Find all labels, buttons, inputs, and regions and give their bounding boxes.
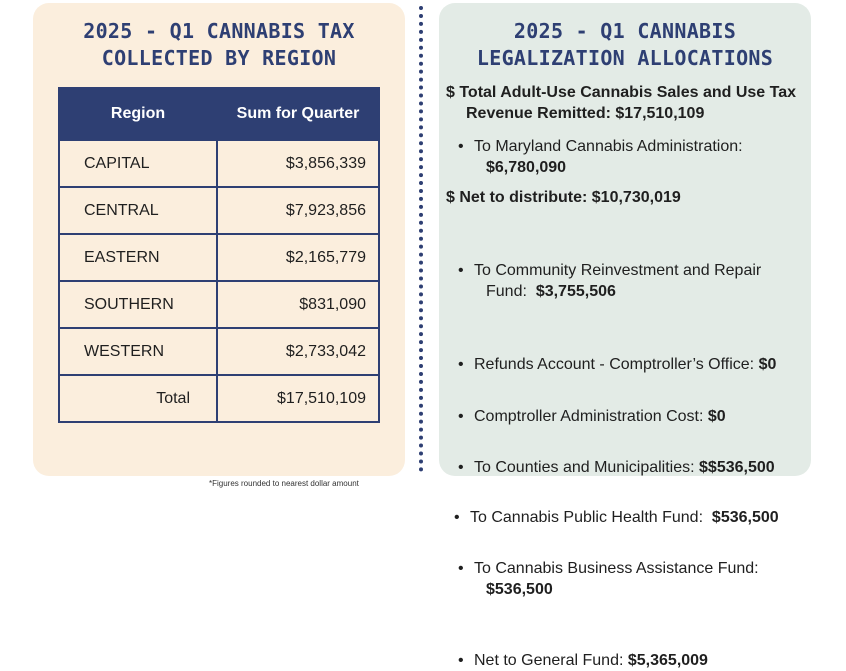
table-row: WESTERN $2,733,042 xyxy=(58,327,380,376)
list-item: • Refunds Account - Comptroller’s Office… xyxy=(458,356,777,373)
amount-cell: $831,090 xyxy=(216,280,380,329)
region-cell: SOUTHERN xyxy=(58,280,218,329)
amount-cell: $7,923,856 xyxy=(216,186,380,235)
list-item: • To Community Reinvestment and Repair F… xyxy=(458,262,762,300)
region-cell: CAPITAL xyxy=(58,139,218,188)
dotted-divider xyxy=(419,6,423,472)
footnote: *Figures rounded to nearest dollar amoun… xyxy=(209,479,359,488)
bullet-icon: • xyxy=(458,356,464,373)
column-header-sum: Sum for Quarter xyxy=(216,87,380,141)
tax-by-region-title: 2025 - Q1 CANNABIS TAX COLLECTED BY REGI… xyxy=(83,19,355,70)
allocations-panel: 2025 - Q1 CANNABIS LEGALIZATION ALLOCATI… xyxy=(439,3,811,669)
list-item: • Net to General Fund: $5,365,009 xyxy=(458,652,708,669)
list-item: • To Cannabis Public Health Fund: $536,5… xyxy=(454,509,779,526)
table-row: CAPITAL $3,856,339 xyxy=(58,139,380,188)
list-item: • Comptroller Administration Cost: $0 xyxy=(458,408,726,425)
bullet-icon: • xyxy=(458,262,464,279)
total-remitted-line: $ Total Adult-Use Cannabis Sales and Use… xyxy=(446,84,797,122)
allocations-list: $ Total Adult-Use Cannabis Sales and Use… xyxy=(446,82,810,669)
region-cell: EASTERN xyxy=(58,233,218,282)
table-total-row: Total $17,510,109 xyxy=(58,374,380,423)
bullet-icon: • xyxy=(454,509,460,526)
table-row: CENTRAL $7,923,856 xyxy=(58,186,380,235)
tax-by-region-table: Region Sum for Quarter CAPITAL $3,856,33… xyxy=(58,87,380,423)
bullet-icon: • xyxy=(458,408,464,425)
region-cell: CENTRAL xyxy=(58,186,218,235)
list-item: • To Cannabis Business Assistance Fund: … xyxy=(458,560,759,598)
bullet-icon: • xyxy=(458,459,464,476)
list-item: • To Counties and Municipalities: $$536,… xyxy=(458,459,775,476)
table-row: SOUTHERN $831,090 xyxy=(58,280,380,329)
column-header-region: Region xyxy=(58,87,218,141)
amount-cell: $2,165,779 xyxy=(216,233,380,282)
amount-cell: $3,856,339 xyxy=(216,139,380,188)
table-header-row: Region Sum for Quarter xyxy=(58,87,380,141)
bullet-icon: • xyxy=(458,652,464,669)
table-row: EASTERN $2,165,779 xyxy=(58,233,380,282)
amount-cell: $2,733,042 xyxy=(216,327,380,376)
allocations-title: 2025 - Q1 CANNABIS LEGALIZATION ALLOCATI… xyxy=(476,19,774,70)
list-item-mca: • To Maryland Cannabis Administration: $… xyxy=(458,138,743,176)
bullet-icon: • xyxy=(458,138,464,155)
net-distribute-line: $ Net to distribute: $10,730,019 xyxy=(446,189,681,206)
bullet-icon: • xyxy=(458,560,464,577)
tax-by-region-panel: 2025 - Q1 CANNABIS TAX COLLECTED BY REGI… xyxy=(33,3,405,476)
region-cell: WESTERN xyxy=(58,327,218,376)
total-label-cell: Total xyxy=(58,374,218,423)
total-amount-cell: $17,510,109 xyxy=(216,374,380,423)
